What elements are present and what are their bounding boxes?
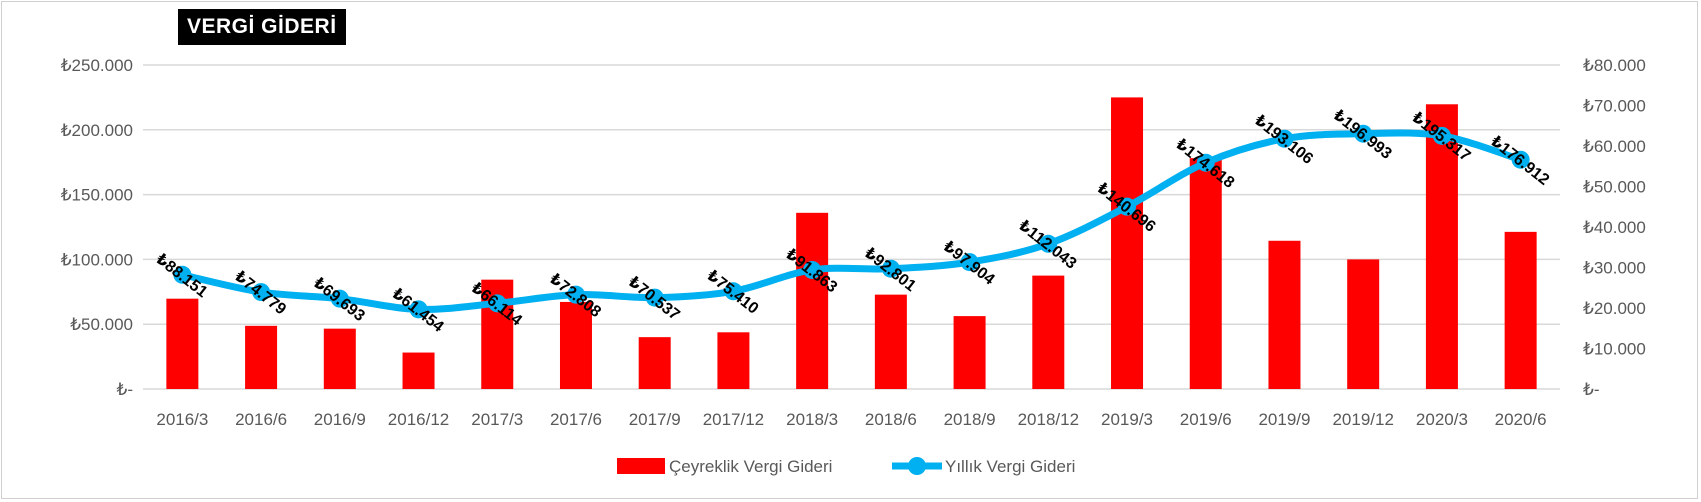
line-point [1354, 124, 1373, 143]
line-point [1196, 153, 1215, 172]
line-point [645, 288, 664, 307]
y-right-tick-label: ₺40.000 [1583, 218, 1646, 237]
line-point [724, 282, 743, 301]
y-right-tick-label: ₺60.000 [1583, 137, 1646, 156]
bar [1504, 231, 1537, 389]
y-right-tick-label: ₺50.000 [1583, 178, 1646, 197]
x-tick-label: 2016/12 [388, 410, 449, 429]
series-line [181, 129, 1522, 313]
line-point [488, 294, 507, 313]
line-point [566, 285, 585, 304]
bar [245, 325, 278, 389]
bar [559, 301, 592, 389]
bar [874, 294, 907, 389]
legend-label: Çeyreklik Vergi Gideri [669, 457, 832, 476]
y-right-tick-label: ₺- [1583, 380, 1599, 399]
line-point [803, 260, 822, 279]
y-right-tick-label: ₺70.000 [1583, 97, 1646, 116]
line-point [1118, 197, 1137, 216]
line-point [252, 283, 271, 302]
x-tick-label: 2017/12 [703, 410, 764, 429]
line-point [330, 289, 349, 308]
x-tick-label: 2019/3 [1101, 410, 1153, 429]
y-right-tick-label: ₺20.000 [1583, 299, 1646, 318]
bar [1347, 259, 1380, 389]
y-right-tick-label: ₺30.000 [1583, 259, 1646, 278]
x-tick-label: 2018/12 [1018, 410, 1079, 429]
y-right-tick-label: ₺80.000 [1583, 56, 1646, 75]
legend-swatch-marker [908, 457, 926, 475]
data-label: ₺176.912 [1487, 133, 1552, 189]
x-tick-label: 2019/6 [1180, 410, 1232, 429]
x-tick-label: 2016/9 [314, 410, 366, 429]
x-tick-label: 2018/6 [865, 410, 917, 429]
x-tick-label: 2020/6 [1495, 410, 1547, 429]
data-label: ₺112.043 [1015, 217, 1079, 272]
x-tick-label: 2018/3 [786, 410, 838, 429]
y-left-tick-label: ₺200.000 [61, 121, 133, 140]
line-point [1511, 150, 1530, 169]
bar [1032, 275, 1065, 389]
bar [638, 337, 671, 389]
y-left-tick-label: ₺50.000 [70, 315, 133, 334]
line-point [173, 265, 192, 284]
line-point [960, 253, 979, 272]
bar [717, 332, 750, 389]
bar [1111, 97, 1144, 390]
bar [166, 298, 199, 389]
y-left-tick-label: ₺250.000 [61, 56, 133, 75]
legend-label: Yıllık Vergi Gideri [945, 457, 1075, 476]
y-left-tick-label: ₺- [117, 380, 133, 399]
x-tick-label: 2017/3 [471, 410, 523, 429]
chart-title: VERGİ GİDERİ [178, 9, 346, 45]
line-point [1039, 234, 1058, 253]
x-tick-label: 2017/9 [629, 410, 681, 429]
bar [323, 328, 356, 389]
x-tick-label: 2019/12 [1332, 410, 1393, 429]
bar [796, 212, 829, 389]
bar [1189, 158, 1222, 389]
x-tick-label: 2017/6 [550, 410, 602, 429]
bar [402, 352, 435, 389]
x-tick-label: 2018/9 [944, 410, 996, 429]
y-right-tick-label: ₺10.000 [1583, 340, 1646, 359]
x-tick-label: 2019/9 [1258, 410, 1310, 429]
line-point [881, 259, 900, 278]
y-left-tick-label: ₺150.000 [61, 186, 133, 205]
x-tick-label: 2016/3 [156, 410, 208, 429]
line-point [409, 300, 428, 319]
x-tick-label: 2020/3 [1416, 410, 1468, 429]
y-left-tick-label: ₺100.000 [61, 250, 133, 269]
bar [1268, 240, 1301, 389]
bar [953, 316, 986, 389]
legend-swatch-bar [617, 458, 665, 474]
line-point [1432, 126, 1451, 145]
data-label: ₺193.106 [1251, 112, 1316, 168]
line-point [1275, 129, 1294, 148]
x-tick-label: 2016/6 [235, 410, 287, 429]
bar [1425, 104, 1458, 389]
